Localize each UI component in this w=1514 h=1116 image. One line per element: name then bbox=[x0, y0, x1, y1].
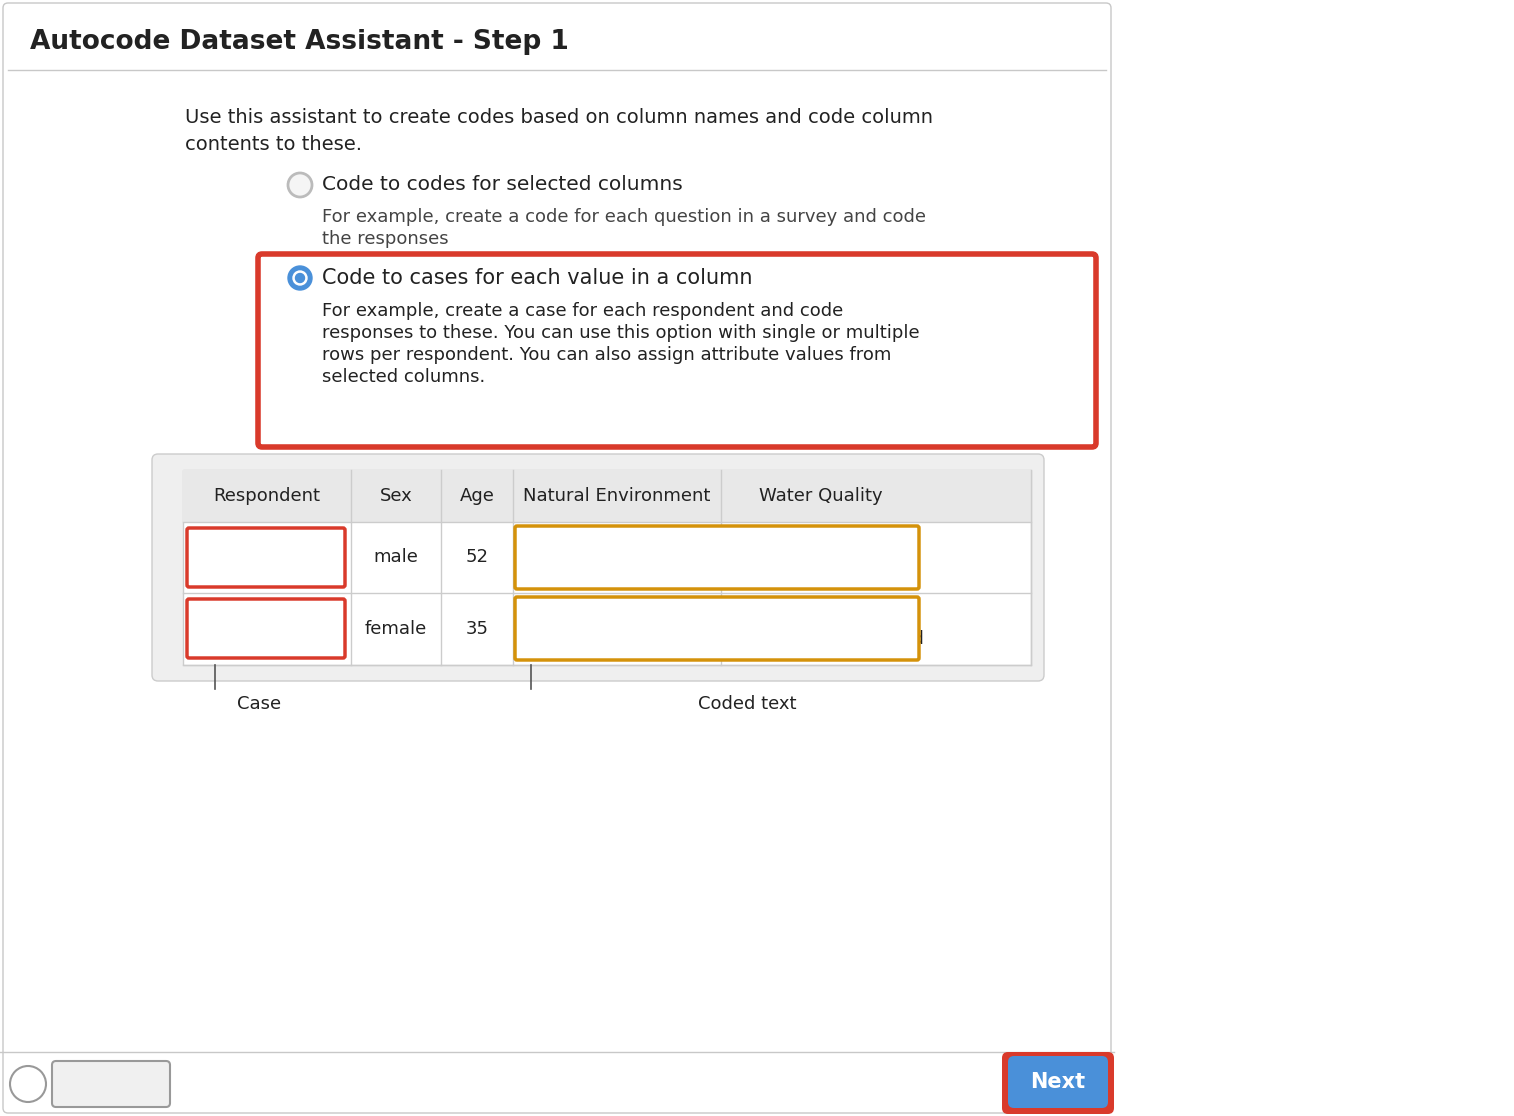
Text: contents to these.: contents to these. bbox=[185, 135, 362, 154]
Text: with pollution: with pollution bbox=[556, 558, 678, 577]
Text: ?: ? bbox=[23, 1075, 33, 1094]
Circle shape bbox=[11, 1066, 45, 1101]
Text: DE001: DE001 bbox=[238, 548, 297, 567]
Text: vulnerable to pollution: vulnerable to pollution bbox=[515, 629, 719, 647]
Text: For example, create a case for each respondent and code: For example, create a case for each resp… bbox=[322, 302, 843, 320]
Bar bbox=[183, 470, 1031, 522]
Text: Code to cases for each value in a column: Code to cases for each value in a column bbox=[322, 268, 752, 288]
Text: selected columns.: selected columns. bbox=[322, 368, 486, 386]
FancyBboxPatch shape bbox=[515, 526, 919, 589]
Text: the responses: the responses bbox=[322, 230, 448, 248]
Circle shape bbox=[294, 271, 307, 285]
Text: rows per respondent. You can also assign attribute values from: rows per respondent. You can also assign… bbox=[322, 346, 892, 364]
Text: Cancel: Cancel bbox=[79, 1075, 144, 1094]
Text: nurseries: nurseries bbox=[780, 558, 863, 577]
Text: Becoming poorer: Becoming poorer bbox=[539, 539, 695, 558]
FancyBboxPatch shape bbox=[51, 1061, 170, 1107]
Circle shape bbox=[288, 266, 312, 290]
Text: Next: Next bbox=[1031, 1072, 1086, 1091]
FancyBboxPatch shape bbox=[188, 599, 345, 658]
FancyBboxPatch shape bbox=[515, 597, 919, 660]
FancyBboxPatch shape bbox=[1008, 1056, 1108, 1108]
FancyBboxPatch shape bbox=[257, 254, 1096, 448]
Text: Sex: Sex bbox=[380, 487, 412, 506]
Text: female: female bbox=[365, 619, 427, 637]
Text: Water Quality: Water Quality bbox=[759, 487, 883, 506]
Text: Autocode Dataset Assistant - Step 1: Autocode Dataset Assistant - Step 1 bbox=[30, 29, 569, 55]
Text: Coded text: Coded text bbox=[698, 695, 796, 713]
FancyBboxPatch shape bbox=[151, 454, 1045, 681]
FancyBboxPatch shape bbox=[3, 3, 1111, 1113]
Text: Code to codes for selected columns: Code to codes for selected columns bbox=[322, 175, 683, 194]
Text: Case: Case bbox=[236, 695, 282, 713]
Text: DE002: DE002 bbox=[238, 619, 297, 637]
Text: For example, create a code for each question in a survey and code: For example, create a code for each ques… bbox=[322, 208, 927, 227]
Text: Respondent: Respondent bbox=[213, 487, 321, 506]
Text: Good for now but: Good for now but bbox=[743, 610, 899, 628]
Text: 52: 52 bbox=[465, 548, 489, 567]
Text: Priceless and: Priceless and bbox=[557, 610, 677, 628]
Text: Natural Environment: Natural Environment bbox=[524, 487, 710, 506]
Text: Important to marine: Important to marine bbox=[730, 539, 913, 558]
Text: Use this assistant to create codes based on column names and code column: Use this assistant to create codes based… bbox=[185, 108, 933, 127]
Text: male: male bbox=[374, 548, 418, 567]
Text: responses to these. You can use this option with single or multiple: responses to these. You can use this opt… bbox=[322, 324, 919, 341]
Circle shape bbox=[295, 273, 304, 282]
FancyBboxPatch shape bbox=[188, 528, 345, 587]
FancyBboxPatch shape bbox=[1002, 1052, 1114, 1114]
Circle shape bbox=[291, 175, 310, 195]
Bar bbox=[183, 470, 1031, 665]
Text: 35: 35 bbox=[465, 619, 489, 637]
Text: Age: Age bbox=[460, 487, 495, 506]
Text: needs to be monitored: needs to be monitored bbox=[719, 629, 924, 647]
